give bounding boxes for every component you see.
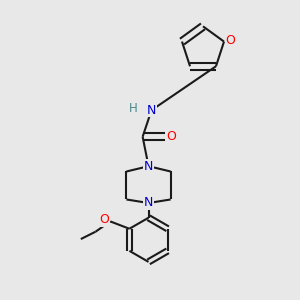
Text: H: H — [129, 102, 138, 115]
Text: O: O — [166, 130, 176, 143]
Text: O: O — [226, 34, 236, 46]
Text: N: N — [144, 196, 153, 209]
Text: O: O — [99, 213, 109, 226]
Text: N: N — [147, 104, 156, 117]
Text: N: N — [144, 160, 153, 173]
